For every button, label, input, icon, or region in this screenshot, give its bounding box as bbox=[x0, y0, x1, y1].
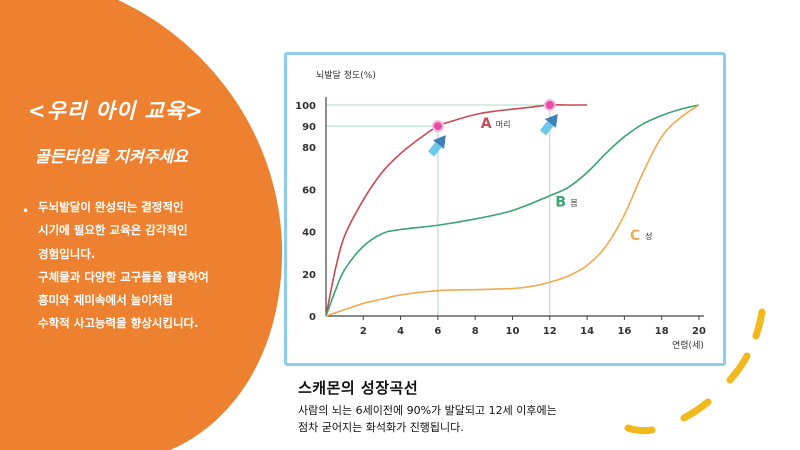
x-tick-label: 16 bbox=[617, 326, 631, 337]
y-tick-label: 60 bbox=[302, 185, 316, 196]
x-tick-label: 10 bbox=[506, 326, 520, 337]
dash-segment bbox=[726, 352, 751, 384]
series-name-label: 성 bbox=[645, 232, 652, 241]
arrow-head bbox=[432, 135, 446, 149]
bullet-point-icon: • bbox=[22, 204, 30, 218]
series-line-a bbox=[325, 104, 588, 317]
left-panel-subtitle: 골든타임을 지켜주세요 bbox=[35, 147, 188, 166]
bullet-line: 수학적 사고능력을 향상시킵니다. bbox=[38, 316, 199, 331]
pointer-arrow-icon bbox=[539, 114, 558, 136]
y-tick-label: 20 bbox=[302, 270, 316, 281]
y-tick-label: 40 bbox=[302, 228, 316, 239]
dash-segment bbox=[680, 398, 712, 422]
growth-curve-chart: 뇌발달 정도(%) 연령(세) 0 20 40 60 80 90 100 2 4 6 8 10 12 14… bbox=[295, 69, 706, 351]
caption-title: 스캐몬의 성장곡선 bbox=[298, 379, 419, 397]
x-tick-label: 14 bbox=[580, 326, 594, 337]
bullet-line: 두뇌발달이 완성되는 결정적인 bbox=[38, 200, 184, 214]
peak-marker-dot bbox=[543, 99, 556, 111]
left-panel-title: <우리 아이 교육> bbox=[28, 99, 204, 123]
x-tick-label: 20 bbox=[692, 326, 706, 337]
bullet-text-block: 두뇌발달이 완성되는 결정적인 시기에 필요한 교육은 감각적인 경험입니다. … bbox=[38, 196, 278, 336]
series-letter-label: B bbox=[555, 194, 566, 210]
x-tick-label: 6 bbox=[434, 326, 441, 337]
y-tick-label: 90 bbox=[302, 122, 316, 133]
y-tick-label: 80 bbox=[302, 143, 316, 154]
pointer-arrow-icon bbox=[427, 135, 446, 157]
arrow-head bbox=[544, 114, 558, 128]
dash-segment bbox=[624, 424, 656, 435]
y-tick-label: 100 bbox=[295, 101, 316, 112]
bullet-line: 시기에 필요한 교육은 감각적인 bbox=[38, 223, 188, 238]
series-letter-label: A bbox=[481, 116, 492, 132]
x-tick-label: 18 bbox=[655, 326, 669, 337]
bullet-line: 구체물과 다양한 교구들을 활용하여 bbox=[38, 269, 209, 284]
arrow-tail bbox=[539, 120, 554, 136]
series-letter-label: C bbox=[630, 228, 640, 244]
arrow-tail bbox=[427, 142, 442, 157]
x-tick-label: 12 bbox=[543, 326, 557, 337]
series-line-b bbox=[325, 104, 700, 317]
y-axis-label: 뇌발달 정도(%) bbox=[316, 69, 376, 81]
bullet-line: 흥미와 재미속에서 놀이처럼 bbox=[38, 293, 173, 308]
caption-line: 점차 굳어지는 화석화가 진행됩니다. bbox=[298, 421, 464, 434]
series-line-c bbox=[325, 104, 700, 317]
y-tick-label: 0 bbox=[309, 312, 316, 323]
x-tick-label: 8 bbox=[472, 326, 479, 337]
caption-line: 사람의 뇌는 6세이전에 90%가 발달되고 12세 이후에는 bbox=[298, 404, 557, 417]
x-tick-label: 4 bbox=[397, 326, 404, 337]
x-axis-label: 연령(세) bbox=[672, 339, 704, 351]
bullet-line: 경험입니다. bbox=[38, 246, 96, 261]
series-name-label: 몸 bbox=[570, 198, 577, 207]
peak-marker-dot bbox=[431, 120, 444, 133]
dash-segment bbox=[752, 308, 766, 340]
x-tick-label: 2 bbox=[360, 326, 367, 337]
series-name-label: 머리 bbox=[496, 120, 511, 129]
